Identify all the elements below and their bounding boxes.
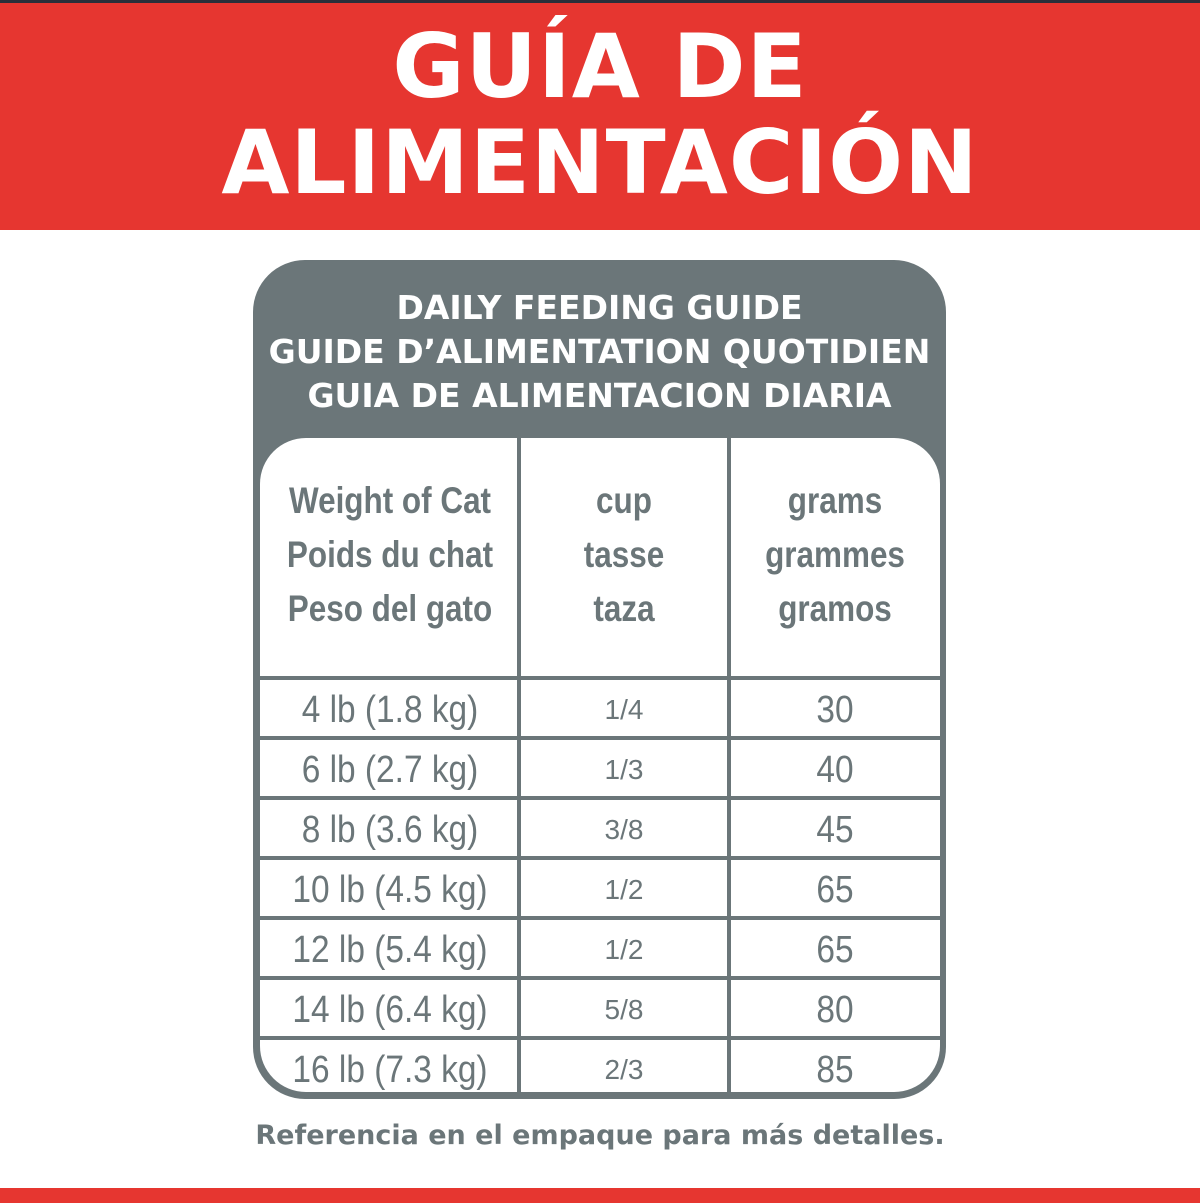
row-divider: [260, 1036, 940, 1040]
header-text: tasse: [583, 534, 665, 575]
column-divider: [727, 438, 731, 1092]
cup-cell: 5/8: [604, 994, 644, 1025]
weight-cell: 14 lb (6.4 kg): [292, 989, 488, 1031]
header-text: Weight of Cat: [288, 480, 492, 521]
grams-cell: 65: [816, 869, 854, 911]
grams-cell: 45: [816, 809, 854, 851]
cup-cell: 1/4: [604, 694, 644, 725]
grams-cell: 30: [816, 689, 854, 731]
row-divider: [260, 676, 940, 680]
header-text: gramos: [778, 588, 892, 629]
header-weight: Weight of Cat Poids du chat Peso del gat…: [280, 474, 501, 636]
row-divider: [260, 796, 940, 800]
header-grams: grams grammes gramos: [746, 474, 925, 636]
header-text: taza: [593, 588, 655, 629]
cup-cell: 1/3: [604, 754, 644, 785]
weight-cell: 12 lb (5.4 kg): [292, 929, 488, 971]
banner-title-line-1: GUÍA DE: [392, 15, 808, 118]
row-divider: [260, 916, 940, 920]
grams-cell: 80: [816, 989, 854, 1031]
title-banner: GUÍA DE ALIMENTACIÓN: [0, 3, 1200, 230]
column-divider: [517, 438, 521, 1092]
weight-cell: 16 lb (7.3 kg): [292, 1049, 488, 1091]
cup-cell: 1/2: [604, 874, 644, 905]
header-text: Poids du chat: [286, 534, 494, 575]
weight-cell: 10 lb (4.5 kg): [292, 869, 488, 911]
feeding-guide-card: DAILY FEEDING GUIDE GUIDE D’ALIMENTATION…: [253, 260, 946, 1099]
top-border: [0, 0, 1200, 3]
card-title-en: DAILY FEEDING GUIDE: [396, 288, 803, 327]
footer-note: Referencia en el empaque para más detall…: [255, 1120, 945, 1151]
grams-cell: 85: [816, 1049, 854, 1091]
grams-cell: 65: [816, 929, 854, 971]
banner-title-line-2: ALIMENTACIÓN: [221, 111, 979, 214]
header-text: Peso del gato: [287, 588, 493, 629]
grams-cell: 40: [816, 749, 854, 791]
row-divider: [260, 976, 940, 980]
card-title-fr: GUIDE D’ALIMENTATION QUOTIDIEN: [268, 332, 931, 371]
weight-cell: 4 lb (1.8 kg): [301, 689, 479, 731]
row-divider: [260, 736, 940, 740]
cup-cell: 1/2: [604, 934, 644, 965]
card-title: DAILY FEEDING GUIDE GUIDE D’ALIMENTATION…: [253, 286, 946, 418]
card-title-es: GUIA DE ALIMENTACION DIARIA: [307, 376, 892, 415]
weight-cell: 8 lb (3.6 kg): [301, 809, 479, 851]
row-divider: [260, 856, 940, 860]
feeding-table: Weight of Cat Poids du chat Peso del gat…: [260, 438, 940, 1092]
header-text: cup: [596, 480, 652, 521]
cup-cell: 3/8: [604, 814, 644, 845]
header-text: grams: [787, 480, 883, 521]
weight-cell: 6 lb (2.7 kg): [301, 749, 479, 791]
header-cup: cup tasse taza: [536, 474, 713, 636]
cup-cell: 2/3: [604, 1054, 644, 1085]
header-text: grammes: [765, 534, 905, 575]
bottom-border: [0, 1188, 1200, 1203]
